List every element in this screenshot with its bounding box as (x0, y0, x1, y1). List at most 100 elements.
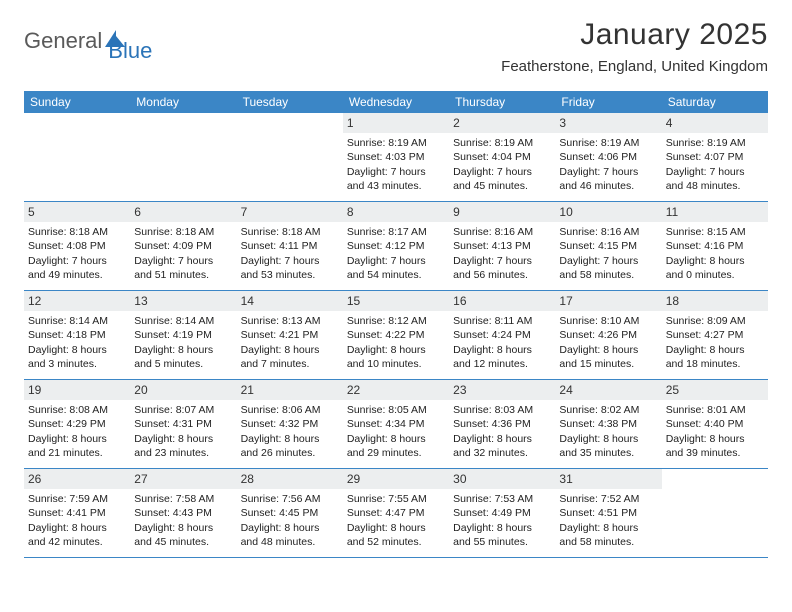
day-cell: 26Sunrise: 7:59 AMSunset: 4:41 PMDayligh… (24, 469, 130, 557)
sunset-text: Sunset: 4:41 PM (28, 506, 126, 520)
sunrise-text: Sunrise: 7:58 AM (134, 492, 232, 506)
brand-text-blue: Blue (108, 18, 152, 64)
sunset-text: Sunset: 4:27 PM (666, 328, 764, 342)
day-number: 4 (662, 113, 768, 133)
day-info: Sunrise: 8:19 AMSunset: 4:07 PMDaylight:… (666, 136, 764, 193)
sunrise-text: Sunrise: 8:14 AM (28, 314, 126, 328)
day-info: Sunrise: 8:18 AMSunset: 4:08 PMDaylight:… (28, 225, 126, 282)
day-cell (662, 469, 768, 557)
weekday-cell: Friday (555, 91, 661, 113)
sunrise-text: Sunrise: 8:01 AM (666, 403, 764, 417)
day-info: Sunrise: 7:55 AMSunset: 4:47 PMDaylight:… (347, 492, 445, 549)
day-cell: 27Sunrise: 7:58 AMSunset: 4:43 PMDayligh… (130, 469, 236, 557)
day-cell (237, 113, 343, 201)
sunrise-text: Sunrise: 8:15 AM (666, 225, 764, 239)
day-cell: 1Sunrise: 8:19 AMSunset: 4:03 PMDaylight… (343, 113, 449, 201)
sunrise-text: Sunrise: 8:18 AM (28, 225, 126, 239)
daylight-text: Daylight: 8 hours and 48 minutes. (241, 521, 339, 549)
weekday-header-row: SundayMondayTuesdayWednesdayThursdayFrid… (24, 91, 768, 113)
day-cell: 14Sunrise: 8:13 AMSunset: 4:21 PMDayligh… (237, 291, 343, 379)
day-number: 28 (237, 469, 343, 489)
day-cell: 16Sunrise: 8:11 AMSunset: 4:24 PMDayligh… (449, 291, 555, 379)
sunset-text: Sunset: 4:03 PM (347, 150, 445, 164)
sunrise-text: Sunrise: 8:03 AM (453, 403, 551, 417)
day-cell: 18Sunrise: 8:09 AMSunset: 4:27 PMDayligh… (662, 291, 768, 379)
day-info: Sunrise: 7:59 AMSunset: 4:41 PMDaylight:… (28, 492, 126, 549)
daylight-text: Daylight: 7 hours and 43 minutes. (347, 165, 445, 193)
sunset-text: Sunset: 4:22 PM (347, 328, 445, 342)
day-info: Sunrise: 8:05 AMSunset: 4:34 PMDaylight:… (347, 403, 445, 460)
daylight-text: Daylight: 8 hours and 21 minutes. (28, 432, 126, 460)
day-cell: 3Sunrise: 8:19 AMSunset: 4:06 PMDaylight… (555, 113, 661, 201)
daylight-text: Daylight: 8 hours and 3 minutes. (28, 343, 126, 371)
day-number: 2 (449, 113, 555, 133)
daylight-text: Daylight: 8 hours and 0 minutes. (666, 254, 764, 282)
sunrise-text: Sunrise: 8:09 AM (666, 314, 764, 328)
daylight-text: Daylight: 8 hours and 10 minutes. (347, 343, 445, 371)
daylight-text: Daylight: 7 hours and 48 minutes. (666, 165, 764, 193)
weekday-cell: Thursday (449, 91, 555, 113)
sunrise-text: Sunrise: 8:19 AM (666, 136, 764, 150)
sunrise-text: Sunrise: 8:16 AM (453, 225, 551, 239)
day-number: 31 (555, 469, 661, 489)
day-cell: 22Sunrise: 8:05 AMSunset: 4:34 PMDayligh… (343, 380, 449, 468)
day-cell: 10 Sunrise: 8:16 AMSunset: 4:15 PMDayligh… (555, 202, 661, 290)
sunrise-text: Sunrise: 8:18 AM (134, 225, 232, 239)
day-cell: 17Sunrise: 8:10 AMSunset: 4:26 PMDayligh… (555, 291, 661, 379)
sunrise-text: Sunrise: 7:59 AM (28, 492, 126, 506)
sunset-text: Sunset: 4:45 PM (241, 506, 339, 520)
daylight-text: Daylight: 8 hours and 15 minutes. (559, 343, 657, 371)
daylight-text: Daylight: 8 hours and 52 minutes. (347, 521, 445, 549)
sunrise-text: Sunrise: 7:53 AM (453, 492, 551, 506)
day-cell: 7Sunrise: 8:18 AMSunset: 4:11 PMDaylight… (237, 202, 343, 290)
day-info: Sunrise: 8:19 AMSunset: 4:03 PMDaylight:… (347, 136, 445, 193)
day-cell: 2Sunrise: 8:19 AMSunset: 4:04 PMDaylight… (449, 113, 555, 201)
day-info: Sunrise: 8:07 AMSunset: 4:31 PMDaylight:… (134, 403, 232, 460)
day-number: 6 (130, 202, 236, 222)
daylight-text: Daylight: 8 hours and 45 minutes. (134, 521, 232, 549)
sunset-text: Sunset: 4:32 PM (241, 417, 339, 431)
day-info: Sunrise: 7:58 AMSunset: 4:43 PMDaylight:… (134, 492, 232, 549)
day-info: Sunrise: 7:53 AMSunset: 4:49 PMDaylight:… (453, 492, 551, 549)
day-number: 7 (237, 202, 343, 222)
sunrise-text: Sunrise: 8:17 AM (347, 225, 445, 239)
day-number: 24 (555, 380, 661, 400)
day-number: 10 (555, 202, 661, 222)
day-number: 23 (449, 380, 555, 400)
day-info: Sunrise: 8:02 AMSunset: 4:38 PMDaylight:… (559, 403, 657, 460)
day-number: 3 (555, 113, 661, 133)
daylight-text: Daylight: 7 hours and 46 minutes. (559, 165, 657, 193)
day-number: 14 (237, 291, 343, 311)
day-cell: 9Sunrise: 8:16 AMSunset: 4:13 PMDaylight… (449, 202, 555, 290)
day-cell: 4 Sunrise: 8:19 AMSunset: 4:07 PMDaylight… (662, 113, 768, 201)
day-number: 11 (662, 202, 768, 222)
sunrise-text: Sunrise: 8:18 AM (241, 225, 339, 239)
day-cell: 30 Sunrise: 7:53 AMSunset: 4:49 PMDayligh… (449, 469, 555, 557)
day-info: Sunrise: 8:15 AMSunset: 4:16 PMDaylight:… (666, 225, 764, 282)
daylight-text: Daylight: 8 hours and 58 minutes. (559, 521, 657, 549)
sunrise-text: Sunrise: 8:19 AM (453, 136, 551, 150)
daylight-text: Daylight: 8 hours and 7 minutes. (241, 343, 339, 371)
month-title: January 2025 (501, 18, 768, 52)
daylight-text: Daylight: 7 hours and 58 minutes. (559, 254, 657, 282)
sunset-text: Sunset: 4:47 PM (347, 506, 445, 520)
sunset-text: Sunset: 4:08 PM (28, 239, 126, 253)
day-cell: 12Sunrise: 8:14 AMSunset: 4:18 PMDayligh… (24, 291, 130, 379)
sunset-text: Sunset: 4:51 PM (559, 506, 657, 520)
day-cell: 11 Sunrise: 8:15 AMSunset: 4:16 PMDayligh… (662, 202, 768, 290)
sunrise-text: Sunrise: 8:12 AM (347, 314, 445, 328)
day-info: Sunrise: 8:06 AMSunset: 4:32 PMDaylight:… (241, 403, 339, 460)
day-number: 30 (449, 469, 555, 489)
sunrise-text: Sunrise: 8:08 AM (28, 403, 126, 417)
sunrise-text: Sunrise: 8:14 AM (134, 314, 232, 328)
day-info: Sunrise: 8:09 AMSunset: 4:27 PMDaylight:… (666, 314, 764, 371)
day-cell: 19Sunrise: 8:08 AMSunset: 4:29 PMDayligh… (24, 380, 130, 468)
day-cell: 25Sunrise: 8:01 AMSunset: 4:40 PMDayligh… (662, 380, 768, 468)
day-info: Sunrise: 8:16 AMSunset: 4:13 PMDaylight:… (453, 225, 551, 282)
weekday-cell: Sunday (24, 91, 130, 113)
sunset-text: Sunset: 4:13 PM (453, 239, 551, 253)
sunset-text: Sunset: 4:34 PM (347, 417, 445, 431)
sunset-text: Sunset: 4:12 PM (347, 239, 445, 253)
weekday-cell: Monday (130, 91, 236, 113)
day-info: Sunrise: 8:16 AMSunset: 4:15 PMDaylight:… (559, 225, 657, 282)
